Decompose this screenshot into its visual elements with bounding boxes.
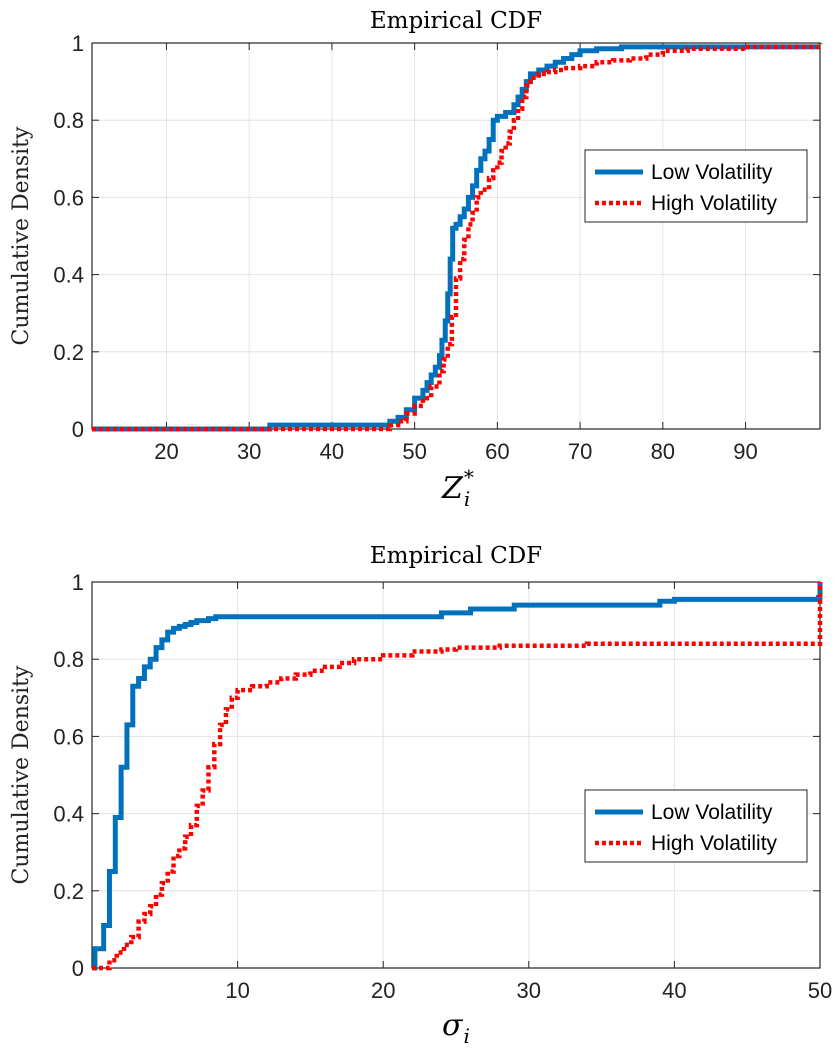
x-axis-label-subscript: i xyxy=(463,1024,469,1048)
x-tick-label: 60 xyxy=(485,439,509,464)
y-tick-label: 0.6 xyxy=(53,724,84,749)
legend-label: Low Volatility xyxy=(651,801,773,824)
x-tick-label: 20 xyxy=(371,978,395,1003)
x-tick-label: 40 xyxy=(320,439,344,464)
chart-sigma-cdf: 10 20 30 40 50 0 0.2 0.4 0.6 0.8 1 Empirical CDF Cum… xyxy=(9,543,832,1048)
y-tick-label: 0.4 xyxy=(53,802,84,827)
y-tick-label: 0 xyxy=(72,956,84,981)
series-line-low-volatility xyxy=(92,44,820,432)
x-tick-label: 40 xyxy=(662,978,686,1003)
y-tick-label: 0.2 xyxy=(53,879,84,904)
x-tick-label: 30 xyxy=(237,439,261,464)
chart-title: Empirical CDF xyxy=(370,543,542,569)
legend-box xyxy=(584,789,808,863)
legend-label: Low Volatility xyxy=(651,161,773,184)
y-axis-label: Cumulative Density xyxy=(9,126,34,345)
legend-label: High Volatility xyxy=(651,192,778,215)
y-tick-label: 0.6 xyxy=(53,185,84,210)
y-tick-label: 0.8 xyxy=(53,647,84,672)
x-axis-label-symbol: Z xyxy=(441,471,464,506)
x-tick-label: 50 xyxy=(808,978,832,1003)
y-tick-label: 0.4 xyxy=(53,263,84,288)
x-tick-label: 80 xyxy=(651,439,675,464)
x-axis-label-subscript: i xyxy=(464,487,470,511)
y-tick-label: 0.2 xyxy=(53,340,84,365)
x-tick-label: 10 xyxy=(225,978,249,1003)
legend: Low Volatility High Volatility xyxy=(584,789,808,863)
legend-label: High Volatility xyxy=(651,832,778,855)
series-line-high-volatility xyxy=(92,582,823,971)
y-tick-label: 0 xyxy=(72,417,84,442)
y-axis-label: Cumulative Density xyxy=(9,665,34,884)
series-line-low-volatility xyxy=(92,582,823,971)
x-tick-label: 90 xyxy=(733,439,757,464)
chart-title: Empirical CDF xyxy=(370,8,542,34)
series-line-high-volatility xyxy=(92,43,823,432)
x-tick-label: 20 xyxy=(154,439,178,464)
chart-zi-cdf: 20 30 40 50 60 70 80 90 0 0.2 0.4 0.6 0.8 1 Empirical … xyxy=(9,8,823,511)
y-tick-label: 0.8 xyxy=(53,108,84,133)
x-axis-label-symbol: σ xyxy=(442,1008,464,1043)
y-tick-label: 1 xyxy=(72,570,84,595)
plot-area-frame xyxy=(91,581,821,969)
legend-box xyxy=(584,149,808,223)
x-tick-label: 70 xyxy=(568,439,592,464)
x-tick-label: 50 xyxy=(402,439,426,464)
legend: Low Volatility High Volatility xyxy=(584,149,808,223)
x-axis-label-superscript: * xyxy=(464,465,474,489)
y-tick-label: 1 xyxy=(72,31,84,56)
x-tick-label: 30 xyxy=(517,978,541,1003)
plot-area-frame xyxy=(91,42,821,430)
